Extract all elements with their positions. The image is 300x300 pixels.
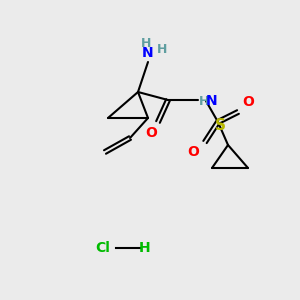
Text: O: O	[145, 126, 157, 140]
Text: O: O	[242, 95, 254, 109]
Text: N: N	[142, 46, 154, 60]
Text: O: O	[187, 145, 199, 159]
Text: H: H	[199, 95, 209, 108]
Text: H: H	[141, 37, 151, 50]
Text: S: S	[214, 118, 226, 133]
Text: N: N	[206, 94, 218, 108]
Text: H: H	[139, 241, 151, 255]
Text: H: H	[157, 43, 167, 56]
Text: Cl: Cl	[96, 241, 110, 255]
